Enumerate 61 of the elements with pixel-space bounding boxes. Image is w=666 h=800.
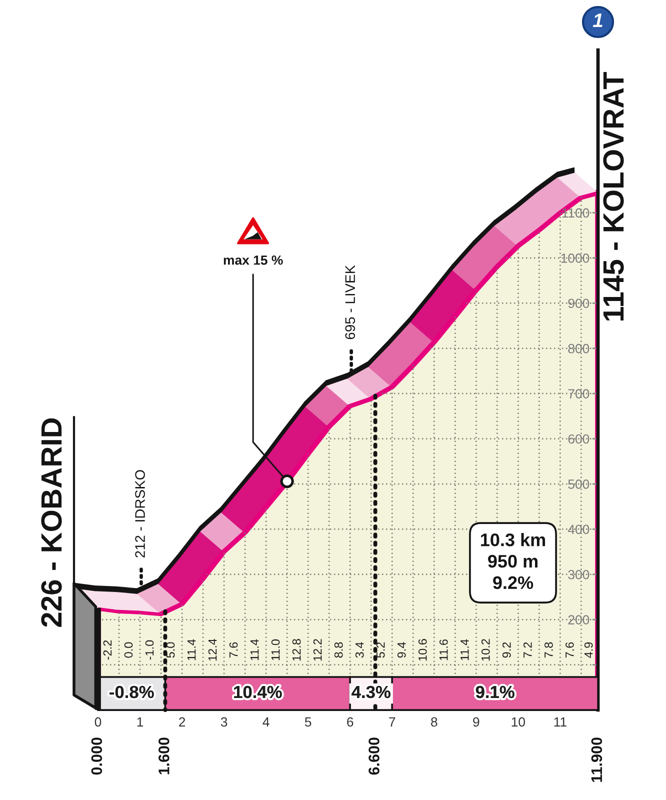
annotation: 12.8: [292, 639, 301, 661]
annotation: 12.2: [313, 639, 322, 661]
band-label: 9.1%: [476, 686, 514, 698]
x-tick-label: 10: [512, 717, 525, 727]
x-tick-label: 3: [220, 717, 228, 727]
annotation: 9.4: [397, 642, 406, 658]
annotation: 226 - KOBARID: [41, 418, 62, 627]
band-label: 4.3%: [352, 686, 390, 698]
y-tick-label: 400: [568, 524, 590, 534]
annotation: 7.8: [544, 642, 553, 658]
annotation: 11.4: [187, 639, 196, 660]
annotation: 10.3 km 950 m 9.2%: [481, 532, 546, 590]
annotation: -2.2: [103, 640, 112, 660]
x-tick-label: 1: [137, 717, 144, 727]
annotation: 8.8: [334, 642, 343, 658]
x-tick-label: 5: [304, 717, 312, 727]
annotation: 12.4: [208, 638, 217, 661]
ref-line-label: 1.600: [158, 738, 170, 774]
annotation: 11.0: [271, 639, 280, 660]
annotation: -1.0: [145, 640, 154, 660]
ref-line-label: 0.000: [91, 738, 102, 775]
annotation: 10.2: [481, 639, 490, 661]
x-tick-label: 4: [262, 717, 270, 727]
annotation: 212 - IDRSKO: [135, 470, 145, 558]
band-label: -0.8%: [110, 686, 154, 698]
x-tick-label: 2: [179, 717, 186, 727]
y-tick-label: 500: [568, 480, 590, 489]
x-tick-label: 9: [473, 717, 480, 727]
x-tick-label: 11: [554, 717, 566, 727]
text: 11.900: [591, 738, 602, 782]
y-tick-label: 600: [568, 434, 590, 444]
annotation: 3.4: [355, 642, 364, 658]
annotation: 0.0: [124, 642, 133, 658]
annotation: 4.9: [584, 642, 593, 658]
annotation: 7.6: [566, 642, 574, 658]
x-tick-label: 8: [431, 717, 438, 727]
x-tick-label: 7: [389, 717, 396, 727]
annotation: 5.0: [166, 642, 175, 658]
annotation: 7.2: [523, 642, 532, 658]
ref-line-label: 6.600: [368, 738, 380, 775]
y-tick-label: 900: [568, 298, 590, 308]
x-tick-label: 6: [347, 717, 354, 727]
annotation: 11.6: [439, 639, 448, 660]
band-label: 10.4%: [234, 686, 282, 698]
annotation: 695 - LIVEK: [345, 265, 356, 340]
y-tick-label: 1100: [562, 208, 590, 218]
y-tick-label: 1000: [561, 254, 590, 263]
y-tick-label: 800: [568, 344, 590, 354]
annotation: 7.6: [229, 642, 238, 658]
annotation: 10.6: [418, 639, 427, 661]
annotation: 11.4: [460, 639, 469, 660]
annotation: 1145 - KOLOVRAT: [603, 72, 624, 321]
annotation: max 15 %: [224, 255, 283, 265]
annotation: 9.2: [502, 642, 511, 658]
annotation: 5.2: [376, 642, 385, 658]
y-tick-label: 200: [568, 615, 590, 624]
annotation: 11.4: [250, 639, 259, 660]
text: 1: [592, 14, 602, 28]
x-tick-label: 0: [94, 717, 102, 727]
y-tick-label: 300: [568, 570, 590, 580]
y-tick-label: 700: [568, 389, 590, 398]
